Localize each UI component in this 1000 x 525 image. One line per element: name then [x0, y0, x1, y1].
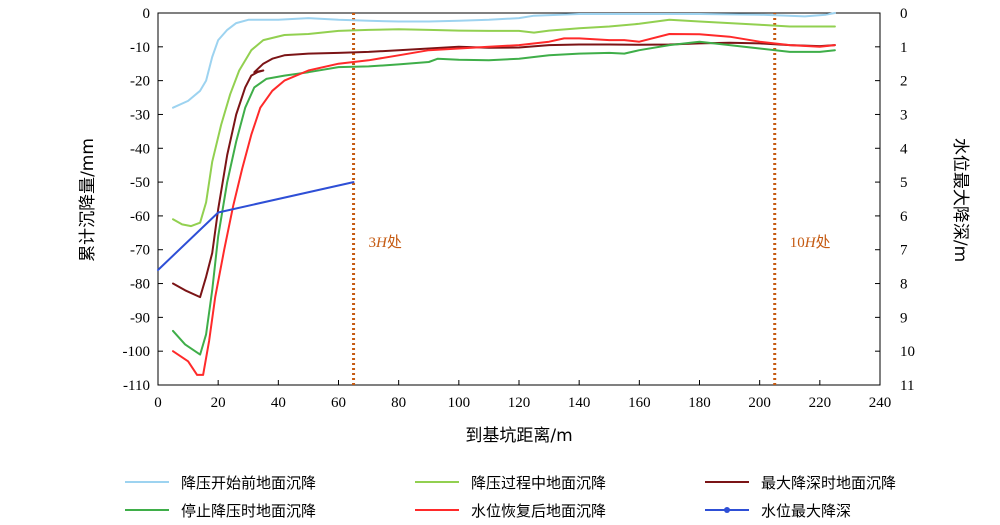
legend-label: 水位最大降深	[761, 501, 852, 520]
legend-item: 停止降压时地面沉降	[125, 500, 415, 521]
y2-tick-label: 7	[900, 243, 908, 259]
legend-item: 降压过程中地面沉降	[415, 472, 705, 493]
legend-item: 最大降深时地面沉降	[705, 472, 995, 493]
legend-swatch	[415, 481, 459, 483]
y-tick-label: -70	[130, 243, 150, 259]
x-tick-label: 160	[628, 395, 651, 411]
series-line	[172, 18, 836, 228]
y2-tick-label: 3	[900, 107, 908, 123]
y-tick-label: -90	[130, 310, 150, 326]
y2-tick-label: 11	[900, 378, 914, 394]
y2-ticks: 0 1 2 3 4 5 6 7 8 9 10 11	[875, 6, 915, 394]
y-tick-label: -10	[130, 40, 150, 56]
x-tick-label: 100	[448, 395, 471, 411]
label-part: 3	[369, 235, 377, 251]
y-tick-label: -100	[123, 344, 151, 360]
y2-axis-title: 水位最大降深/m	[950, 138, 970, 262]
y-ticks: 0 -10 -20 -30 -40 -50 -60 -70 -80 -90 -100 -110	[123, 6, 163, 394]
label-part: 处	[387, 233, 402, 251]
y-tick-label: -20	[130, 74, 150, 90]
y-axis-title: 累计沉降量/mm	[78, 138, 98, 262]
legend-swatch	[125, 481, 169, 483]
x-tick-label: 240	[869, 395, 892, 411]
series-line	[172, 40, 836, 356]
y-tick-label: -40	[130, 141, 150, 157]
y2-tick-label: 0	[900, 6, 908, 22]
series-line	[172, 41, 836, 299]
y-tick-label: -80	[130, 277, 150, 293]
x-tick-label: 200	[748, 395, 771, 411]
legend-swatch	[705, 507, 749, 513]
series-line	[172, 33, 836, 376]
legend-item: 水位恢复后地面沉降	[415, 500, 705, 521]
x-tick-label: 140	[568, 395, 591, 411]
y2-tick-label: 10	[900, 344, 915, 360]
y-tick-label: -110	[123, 378, 150, 394]
y2-tick-label: 9	[900, 310, 908, 326]
legend-marker-dot	[724, 507, 730, 513]
x-tick-label: 40	[271, 395, 286, 411]
label-part: 处	[816, 233, 831, 251]
chart: 0 20 40 60 80 100 120 140 160 180 200 220 240 0-10-2…	[78, 6, 970, 446]
legend-label: 停止降压时地面沉降	[181, 501, 317, 520]
legend-row: 降压开始前地面沉降 降压过程中地面沉降 最大降深时地面沉降	[125, 468, 995, 496]
label-part: H	[375, 235, 388, 251]
plot-frame	[157, 12, 881, 386]
y2-tick-label: 5	[900, 175, 908, 191]
reference-line-label: 10H处	[790, 233, 831, 251]
y2-tick-label: 6	[900, 209, 908, 225]
legend-label: 水位恢复后地面沉降	[471, 501, 607, 520]
x-tick-label: 180	[688, 395, 711, 411]
legend-label: 降压过程中地面沉降	[471, 473, 607, 492]
y-tick-label: 0	[143, 6, 151, 22]
y2-tick-label: 2	[900, 74, 908, 90]
label-part: 10	[790, 235, 805, 251]
y-tick-label: -30	[130, 107, 150, 123]
x-tick-label: 220	[809, 395, 832, 411]
legend-label: 最大降深时地面沉降	[761, 473, 897, 492]
legend-swatch	[705, 481, 749, 483]
x-tick-label: 0	[154, 395, 162, 411]
y2-tick-label: 1	[900, 40, 908, 56]
x-tick-label: 80	[391, 395, 406, 411]
y-tick-label: -50	[130, 175, 150, 191]
x-tick-label: 20	[211, 395, 226, 411]
legend-item: 降压开始前地面沉降	[125, 472, 415, 493]
legend-row: 停止降压时地面沉降 水位恢复后地面沉降 水位最大降深	[125, 496, 995, 524]
legend-item: 水位最大降深	[705, 500, 995, 521]
label-part: H	[804, 235, 817, 251]
legend-label: 降压开始前地面沉降	[181, 473, 317, 492]
x-ticks: 0 20 40 60 80 100 120 140 160 180 200 220 240	[154, 380, 891, 411]
series-group	[157, 12, 836, 376]
series-line	[172, 12, 836, 109]
legend-swatch	[125, 509, 169, 511]
reference-line-label: 3H处	[369, 233, 402, 251]
x-axis-title: 到基坑距离/m	[465, 426, 572, 446]
series-line	[157, 181, 355, 271]
reference-lines: 3H处 10H处	[352, 13, 831, 385]
y2-tick-label: 4	[900, 141, 908, 157]
y2-tick-label: 8	[900, 277, 908, 293]
legend: 降压开始前地面沉降 降压过程中地面沉降 最大降深时地面沉降 停止降压时地面沉降 …	[125, 468, 995, 524]
y-tick-label: -60	[130, 209, 150, 225]
x-tick-label: 120	[508, 395, 531, 411]
x-tick-label: 60	[331, 395, 346, 411]
legend-swatch	[415, 509, 459, 511]
